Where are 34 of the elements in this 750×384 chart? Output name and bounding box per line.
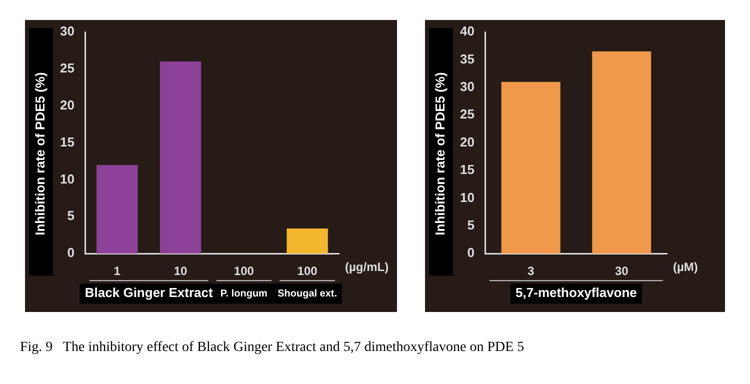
y-tick-label: 40 <box>460 24 474 39</box>
y-tick-label: 5 <box>467 217 474 232</box>
y-tick-label: 30 <box>60 24 74 39</box>
y-tick-label: 15 <box>460 162 474 178</box>
x-tick-label: 30 <box>614 264 629 278</box>
y-tick-label: 20 <box>60 97 74 112</box>
x-tick-label: 3 <box>528 264 534 278</box>
x-tick-label: 10 <box>174 264 188 278</box>
y-tick-label: 25 <box>460 106 474 122</box>
text: 5,7-methoxyflavone <box>516 285 637 300</box>
x-axis-title: (µg/mL) <box>345 260 389 274</box>
text: Shougal ext. <box>278 288 338 300</box>
y-tick-label: 20 <box>460 134 474 150</box>
y-tick-label: 10 <box>460 190 474 205</box>
y-tick-label: 0 <box>467 245 474 260</box>
y-tick-label: 10 <box>60 171 74 186</box>
y-tick-label: 0 <box>67 245 74 260</box>
text: P. longum <box>220 288 268 300</box>
y-tick-label: 5 <box>67 208 74 224</box>
caption: Fig. 9 The inhibitory effect of Black Ginger Extract and 5,7 dimethoxyflavone on PDE 5 <box>20 340 524 356</box>
y-axis-title: Inhibition rate of PDE5 (%) <box>32 72 48 236</box>
bar <box>96 164 138 254</box>
y-tick-label: 25 <box>60 60 74 76</box>
y-tick-label: 30 <box>460 78 474 94</box>
y-tick-label: 35 <box>460 51 474 66</box>
x-tick-label: 1 <box>114 264 121 278</box>
y-axis-title: Inhibition rate of PDE5 (%) <box>432 72 448 236</box>
x-tick-label: 100 <box>297 264 318 278</box>
x-tick-label: 100 <box>234 264 254 278</box>
text: Black Ginger Extract <box>84 285 214 300</box>
x-axis-title: (µM) <box>673 260 698 274</box>
y-tick-label: 15 <box>60 134 74 150</box>
bar <box>286 228 328 254</box>
bar <box>160 62 202 254</box>
